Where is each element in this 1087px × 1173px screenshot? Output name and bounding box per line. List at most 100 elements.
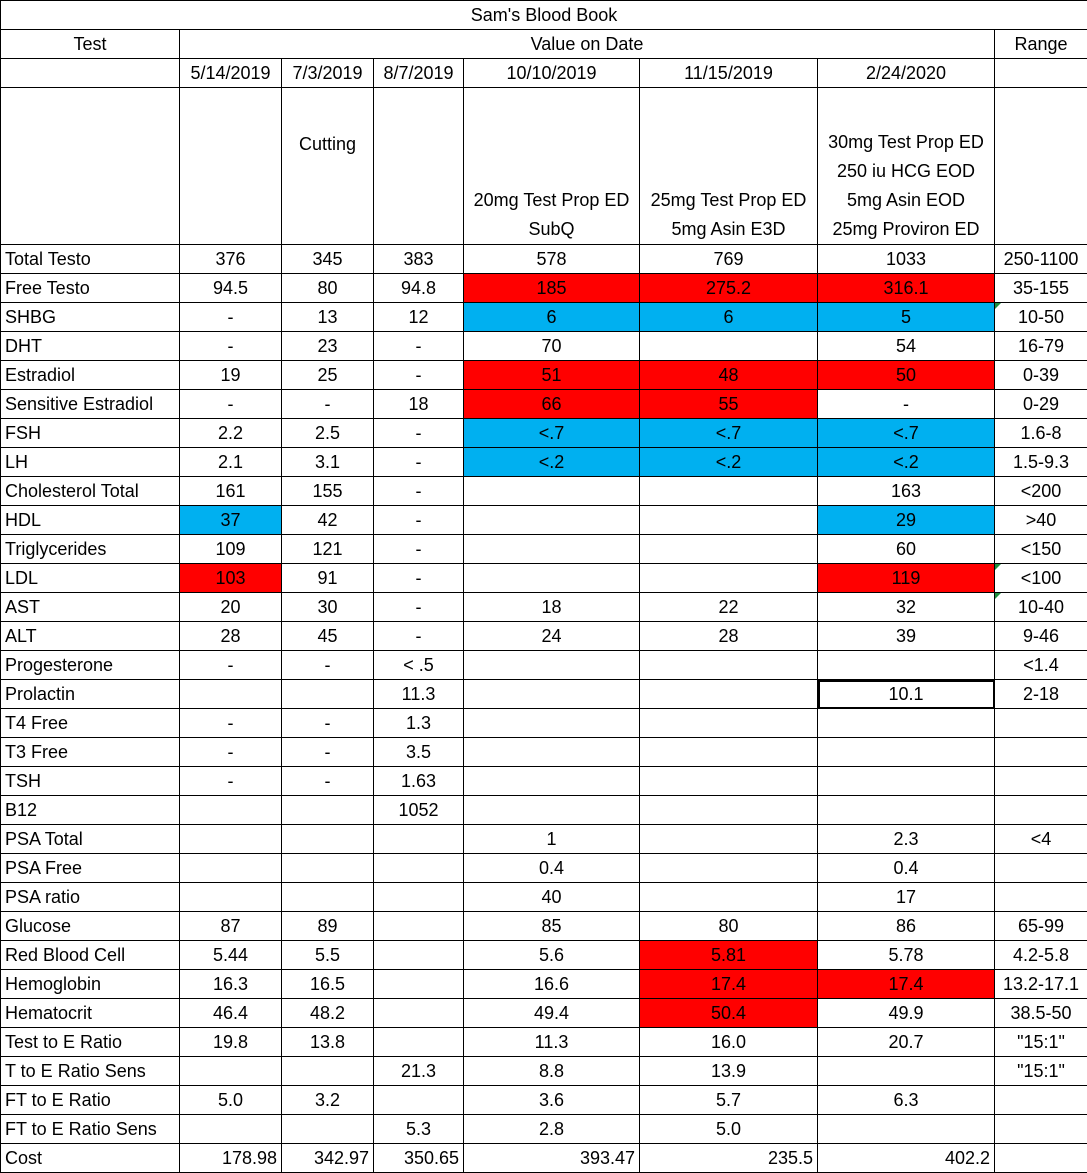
value-cell[interactable]: [640, 564, 818, 593]
value-cell[interactable]: [464, 680, 640, 709]
value-cell[interactable]: 103: [180, 564, 282, 593]
value-cell[interactable]: 383: [374, 245, 464, 274]
value-cell[interactable]: [640, 883, 818, 912]
test-name-cell[interactable]: FSH: [1, 419, 180, 448]
value-cell[interactable]: 55: [640, 390, 818, 419]
value-cell[interactable]: [374, 825, 464, 854]
value-cell[interactable]: 11.3: [464, 1028, 640, 1057]
value-cell[interactable]: 109: [180, 535, 282, 564]
value-cell[interactable]: -: [282, 390, 374, 419]
range-cell[interactable]: 0-29: [995, 390, 1087, 419]
value-cell[interactable]: [818, 1115, 995, 1144]
value-cell[interactable]: 46.4: [180, 999, 282, 1028]
value-cell[interactable]: -: [282, 709, 374, 738]
value-cell[interactable]: [818, 709, 995, 738]
value-cell[interactable]: [640, 796, 818, 825]
value-cell[interactable]: -: [180, 738, 282, 767]
value-cell[interactable]: -: [374, 622, 464, 651]
value-cell[interactable]: 37: [180, 506, 282, 535]
range-cell[interactable]: <4: [995, 825, 1087, 854]
value-cell[interactable]: -: [374, 535, 464, 564]
test-name-cell[interactable]: T3 Free: [1, 738, 180, 767]
value-cell[interactable]: 21.3: [374, 1057, 464, 1086]
value-cell[interactable]: [464, 651, 640, 680]
value-cell[interactable]: 10.1: [818, 680, 995, 709]
value-cell[interactable]: 22: [640, 593, 818, 622]
range-cell[interactable]: 16-79: [995, 332, 1087, 361]
value-cell[interactable]: 121: [282, 535, 374, 564]
value-cell[interactable]: [374, 941, 464, 970]
value-cell[interactable]: 3.2: [282, 1086, 374, 1115]
range-cell[interactable]: 65-99: [995, 912, 1087, 941]
value-cell[interactable]: 6.3: [818, 1086, 995, 1115]
value-cell[interactable]: 235.5: [640, 1144, 818, 1173]
test-name-cell[interactable]: Estradiol: [1, 361, 180, 390]
empty-cell[interactable]: [995, 59, 1087, 88]
value-cell[interactable]: -: [374, 448, 464, 477]
value-cell[interactable]: [282, 680, 374, 709]
value-cell[interactable]: 54: [818, 332, 995, 361]
empty-cell[interactable]: [1, 59, 180, 88]
empty-cell[interactable]: [995, 88, 1087, 245]
value-cell[interactable]: [464, 506, 640, 535]
value-cell[interactable]: [818, 796, 995, 825]
value-cell[interactable]: 2.3: [818, 825, 995, 854]
value-cell[interactable]: [374, 883, 464, 912]
value-cell[interactable]: 3.1: [282, 448, 374, 477]
value-cell[interactable]: 66: [464, 390, 640, 419]
value-cell[interactable]: -: [374, 419, 464, 448]
value-cell[interactable]: 16.5: [282, 970, 374, 999]
value-cell[interactable]: [464, 767, 640, 796]
value-cell[interactable]: 578: [464, 245, 640, 274]
value-cell[interactable]: 16.0: [640, 1028, 818, 1057]
test-name-cell[interactable]: Hemoglobin: [1, 970, 180, 999]
value-cell[interactable]: -: [180, 767, 282, 796]
value-cell[interactable]: 48: [640, 361, 818, 390]
value-cell[interactable]: 30: [282, 593, 374, 622]
range-cell[interactable]: 13.2-17.1: [995, 970, 1087, 999]
value-cell[interactable]: [464, 796, 640, 825]
test-name-cell[interactable]: ALT: [1, 622, 180, 651]
value-cell[interactable]: 13: [282, 303, 374, 332]
range-cell[interactable]: [995, 1144, 1087, 1173]
value-cell[interactable]: -: [374, 477, 464, 506]
test-name-cell[interactable]: LH: [1, 448, 180, 477]
range-cell[interactable]: <150: [995, 535, 1087, 564]
test-name-cell[interactable]: Total Testo: [1, 245, 180, 274]
range-cell[interactable]: 35-155: [995, 274, 1087, 303]
range-cell[interactable]: 0-39: [995, 361, 1087, 390]
value-cell[interactable]: 376: [180, 245, 282, 274]
value-cell[interactable]: -: [180, 332, 282, 361]
test-name-cell[interactable]: FT to E Ratio: [1, 1086, 180, 1115]
value-cell[interactable]: 91: [282, 564, 374, 593]
test-name-cell[interactable]: Red Blood Cell: [1, 941, 180, 970]
test-name-cell[interactable]: HDL: [1, 506, 180, 535]
value-cell[interactable]: 0.4: [818, 854, 995, 883]
value-cell[interactable]: -: [282, 651, 374, 680]
value-cell[interactable]: -: [180, 709, 282, 738]
value-cell[interactable]: 85: [464, 912, 640, 941]
value-cell[interactable]: [640, 535, 818, 564]
value-cell[interactable]: 2.2: [180, 419, 282, 448]
test-name-cell[interactable]: Hematocrit: [1, 999, 180, 1028]
value-cell[interactable]: 28: [640, 622, 818, 651]
value-cell[interactable]: 51: [464, 361, 640, 390]
range-header[interactable]: Range: [995, 30, 1087, 59]
test-name-cell[interactable]: Free Testo: [1, 274, 180, 303]
value-cell[interactable]: 18: [464, 593, 640, 622]
value-cell[interactable]: 94.5: [180, 274, 282, 303]
value-cell[interactable]: 8.8: [464, 1057, 640, 1086]
value-cell[interactable]: 155: [282, 477, 374, 506]
test-name-cell[interactable]: LDL: [1, 564, 180, 593]
range-cell[interactable]: 10-40: [995, 593, 1087, 622]
value-cell[interactable]: 1033: [818, 245, 995, 274]
value-cell[interactable]: [282, 1115, 374, 1144]
value-cell[interactable]: [818, 1057, 995, 1086]
value-cell[interactable]: 50.4: [640, 999, 818, 1028]
date-header[interactable]: 11/15/2019: [640, 59, 818, 88]
value-cell[interactable]: 16.3: [180, 970, 282, 999]
test-name-cell[interactable]: DHT: [1, 332, 180, 361]
test-name-cell[interactable]: Cost: [1, 1144, 180, 1173]
